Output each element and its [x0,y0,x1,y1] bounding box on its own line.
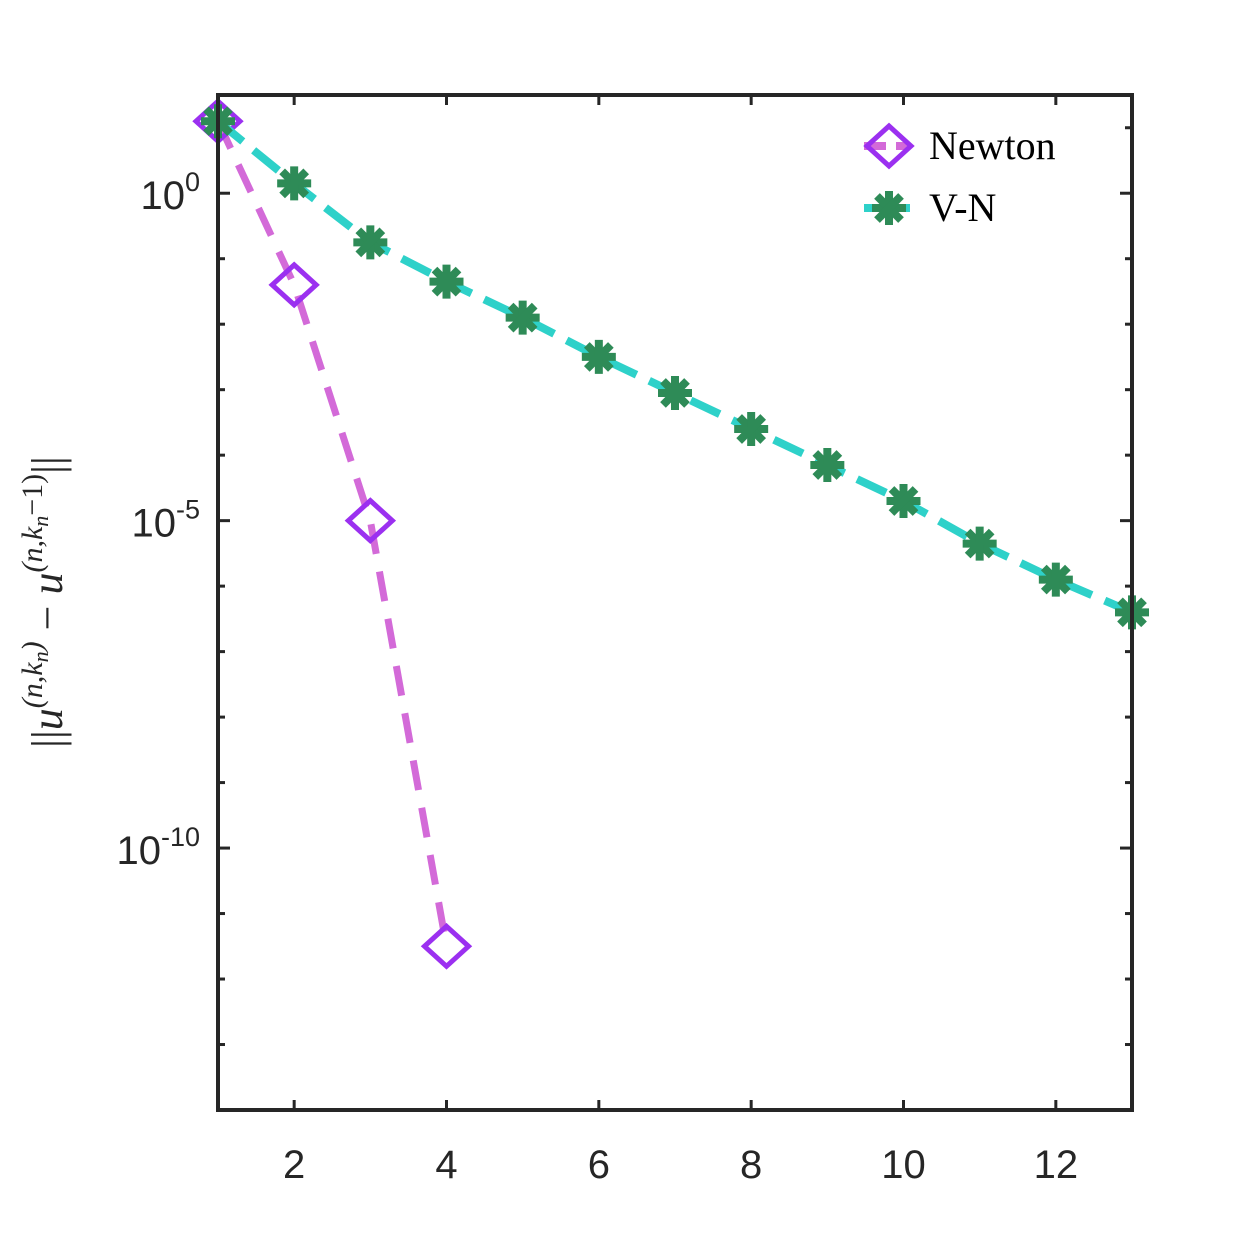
data-point [658,375,692,410]
data-point [268,261,320,309]
asterisk-stroke [736,414,767,444]
x-tick-label: 8 [740,1143,762,1187]
legend-label: Newton [929,123,1056,168]
data-point [581,339,616,374]
asterisk-stroke [355,227,386,258]
asterisk-stroke [583,342,614,372]
legend-marker [872,191,906,225]
x-tick-label: 10 [881,1143,926,1187]
x-tick-label: 4 [435,1143,457,1187]
series-newton [192,97,473,970]
data-point [429,264,464,299]
y-tick-label: 10-10 [116,822,200,873]
data-point [810,447,845,482]
y-tick-label: 10-5 [131,495,200,546]
x-tick-label: 6 [588,1143,610,1187]
data-point [344,497,397,545]
y-tick-labels: 100 10-5 10-10 [116,167,200,873]
asterisk-stroke [507,302,538,333]
data-point [1038,562,1073,597]
data-point [277,166,312,201]
data-point [353,225,388,260]
legend-item: Newton [863,122,1056,170]
asterisk-stroke [874,193,904,223]
series-layer [192,97,1149,970]
asterisk-stroke [964,528,995,559]
series-v-n [201,104,1149,630]
legend-item: V-N [864,185,996,230]
y-tick-label: 100 [140,167,200,218]
data-point [962,526,997,561]
x-tick-label: 12 [1034,1143,1079,1187]
x-tick-label: 2 [283,1143,305,1187]
asterisk-stroke [279,168,310,199]
series-line [214,119,450,947]
legend-label: V-N [929,185,996,230]
asterisk-stroke [812,450,843,480]
asterisk-stroke [888,486,919,516]
legend: Newton V-N [863,122,1056,230]
data-point [505,300,540,335]
legend-marker [863,122,915,170]
axes-box [216,93,1134,1112]
asterisk-stroke [660,378,690,408]
asterisk-stroke [1040,564,1071,595]
asterisk-stroke [431,266,462,297]
x-tick-labels: 2 4 6 8 10 12 [283,1143,1078,1187]
data-point [886,484,921,518]
data-point [420,922,473,970]
data-point [734,411,769,446]
plot-area [218,95,1132,1110]
y-axis-label-text: ||u(n,kn) − u(n,kn−1)|| [16,456,72,748]
y-axis-label: ||u(n,kn) − u(n,kn−1)|| [16,456,72,748]
